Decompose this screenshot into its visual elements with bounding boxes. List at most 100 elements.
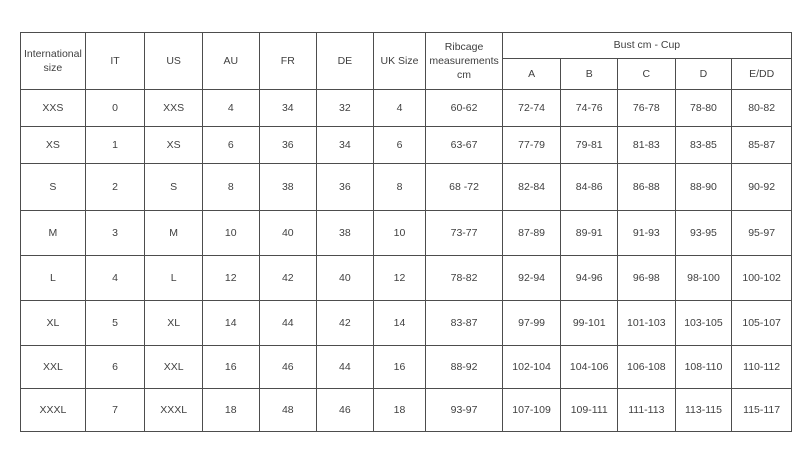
size-chart-container: International size IT US AU FR DE UK Siz… [20, 32, 792, 432]
table-cell: 115-117 [731, 388, 792, 432]
table-cell: XS [20, 126, 86, 164]
table-cell: XL [144, 300, 203, 346]
table-cell: 5 [84, 300, 146, 346]
table-cell: 103-105 [674, 300, 733, 346]
table-cell: 44 [316, 345, 374, 389]
table-cell: 12 [201, 255, 260, 301]
table-cell: 91-93 [617, 210, 676, 256]
col-header-au: AU [201, 32, 260, 90]
table-cell: 8 [372, 163, 427, 211]
table-cell: 34 [258, 89, 318, 127]
table-cell: 2 [84, 163, 146, 211]
table-cell: 87-89 [501, 210, 562, 256]
header-row-cups: A B C D E/DD [21, 58, 792, 90]
table-cell: 4 [201, 89, 260, 127]
table-cell: 78-80 [674, 89, 733, 127]
col-header-uk-size: UK Size [372, 32, 427, 90]
table-cell: 42 [258, 255, 318, 301]
table-cell: XXL [20, 345, 86, 389]
col-header-cup-e-dd: E/DD [731, 58, 792, 90]
table-cell: 34 [316, 126, 374, 164]
table-cell: 38 [316, 210, 374, 256]
table-cell: 92-94 [501, 255, 562, 301]
table-cell: 99-101 [560, 300, 619, 346]
table-cell: 6 [84, 345, 146, 389]
table-row: XXS 0 XXS 4 34 32 4 60-62 72-74 74-76 76-78 78-80 80… [20, 89, 792, 127]
table-cell: 72-74 [501, 89, 562, 127]
table-cell: 3 [84, 210, 146, 256]
table-cell: 106-108 [617, 345, 676, 389]
table-cell: 79-81 [560, 126, 619, 164]
table-cell: 48 [258, 388, 318, 432]
size-table-body: XXS 0 XXS 4 34 32 4 60-62 72-74 74-76 76-78 78-80 80… [20, 89, 792, 432]
table-cell: 83-87 [425, 300, 503, 346]
table-cell: M [144, 210, 203, 256]
table-cell: 14 [372, 300, 427, 346]
col-header-cup-a: A [501, 58, 562, 90]
table-cell: 60-62 [425, 89, 503, 127]
table-cell: 73-77 [425, 210, 503, 256]
table-cell: 40 [316, 255, 374, 301]
table-cell: 38 [258, 163, 318, 211]
table-row: XXL 6 XXL 16 46 44 16 88-92 102-104 104-106 106-10… [20, 345, 792, 389]
table-cell: 78-82 [425, 255, 503, 301]
table-cell: 93-97 [425, 388, 503, 432]
table-row: XL 5 XL 14 44 42 14 83-87 97-99 99-101 101-103 103-… [20, 300, 792, 346]
table-cell: 1 [84, 126, 146, 164]
table-cell: S [144, 163, 203, 211]
col-header-international-size: International size [20, 32, 86, 90]
table-cell: 42 [316, 300, 374, 346]
table-cell: 88-92 [425, 345, 503, 389]
table-cell: 0 [84, 89, 146, 127]
table-cell: 90-92 [731, 163, 792, 211]
table-cell: 83-85 [674, 126, 733, 164]
table-cell: 12 [372, 255, 427, 301]
table-cell: XL [20, 300, 86, 346]
table-cell: 40 [258, 210, 318, 256]
table-cell: XS [144, 126, 203, 164]
table-row: L 4 L 12 42 40 12 78-82 92-94 94-96 96-98 98-100 100… [20, 255, 792, 301]
table-cell: XXL [144, 345, 203, 389]
col-header-us: US [144, 32, 203, 90]
table-cell: 93-95 [674, 210, 733, 256]
table-cell: 46 [316, 388, 374, 432]
col-header-ribcage: Ribcage measurements cm [425, 32, 503, 90]
table-cell: 94-96 [560, 255, 619, 301]
table-cell: M [20, 210, 86, 256]
table-cell: 100-102 [731, 255, 792, 301]
table-cell: 95-97 [731, 210, 792, 256]
table-cell: L [144, 255, 203, 301]
table-cell: 18 [372, 388, 427, 432]
table-cell: 97-99 [501, 300, 562, 346]
table-cell: 32 [316, 89, 374, 127]
table-cell: 108-110 [674, 345, 733, 389]
table-cell: 85-87 [731, 126, 792, 164]
table-cell: XXS [144, 89, 203, 127]
table-cell: 102-104 [501, 345, 562, 389]
table-cell: 10 [201, 210, 260, 256]
table-cell: 84-86 [560, 163, 619, 211]
table-cell: XXXL [20, 388, 86, 432]
table-cell: 8 [201, 163, 260, 211]
table-row: XS 1 XS 6 36 34 6 63-67 77-79 79-81 81-83 83-85 85-8… [20, 126, 792, 164]
table-cell: 74-76 [560, 89, 619, 127]
header-row-top: International size IT US AU FR DE UK Siz… [20, 32, 792, 90]
table-cell: XXS [20, 89, 86, 127]
table-cell: 76-78 [617, 89, 676, 127]
table-cell: 105-107 [731, 300, 792, 346]
table-cell: 81-83 [617, 126, 676, 164]
table-cell: 63-67 [425, 126, 503, 164]
table-cell: 6 [372, 126, 427, 164]
col-header-cup-c: C [617, 58, 676, 90]
table-row: M 3 M 10 40 38 10 73-77 87-89 89-91 91-93 93-95 95-9… [20, 210, 792, 256]
table-cell: 113-115 [674, 388, 733, 432]
table-cell: 89-91 [560, 210, 619, 256]
table-cell: 4 [372, 89, 427, 127]
table-cell: 101-103 [617, 300, 676, 346]
table-cell: 104-106 [560, 345, 619, 389]
table-cell: 82-84 [501, 163, 562, 211]
table-cell: 36 [258, 126, 318, 164]
table-cell: 86-88 [617, 163, 676, 211]
table-cell: 18 [201, 388, 260, 432]
